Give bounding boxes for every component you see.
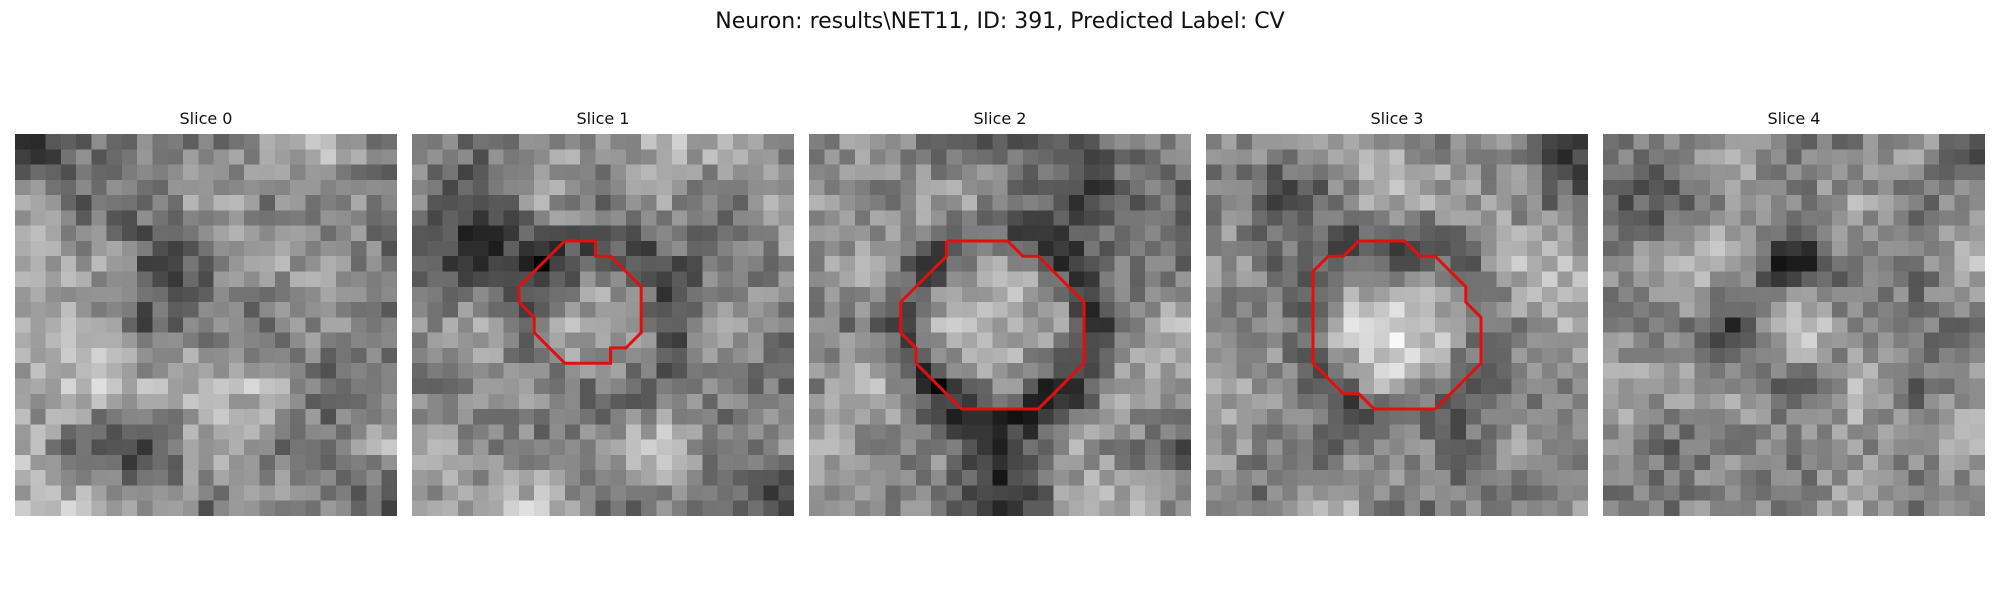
figure-title: Neuron: results\NET11, ID: 391, Predicte…	[715, 9, 1285, 34]
roi-outline	[899, 239, 1086, 411]
slice-title: Slice 2	[973, 109, 1027, 128]
slice-title: Slice 0	[179, 109, 233, 128]
slice-image	[412, 134, 794, 516]
roi-overlay	[1311, 239, 1483, 411]
slice-panel-4: Slice 4	[1603, 108, 1985, 518]
slice-image	[1603, 134, 1985, 516]
roi-outline	[1311, 239, 1483, 411]
roi-outline	[517, 239, 643, 365]
slice-title: Slice 4	[1767, 109, 1821, 128]
slice-title: Slice 1	[576, 109, 630, 128]
roi-overlay	[1603, 134, 1985, 516]
roi-overlay	[15, 134, 397, 516]
slice-panel-3: Slice 3	[1206, 108, 1588, 518]
roi-overlay	[899, 239, 1086, 411]
slice-panel-1: Slice 1	[412, 108, 794, 518]
slice-image	[15, 134, 397, 516]
slice-panel-2: Slice 2	[809, 108, 1191, 518]
roi-overlay	[517, 239, 643, 365]
slice-panel-0: Slice 0	[15, 108, 397, 518]
slice-title: Slice 3	[1370, 109, 1424, 128]
slice-image	[1206, 134, 1588, 516]
slice-image	[809, 134, 1191, 516]
